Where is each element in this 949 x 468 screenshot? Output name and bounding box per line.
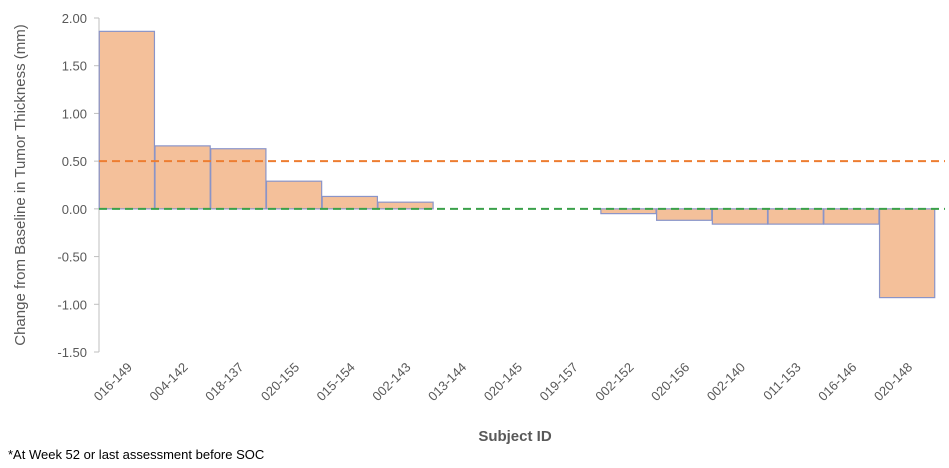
bars	[98, 30, 936, 299]
x-tick-label: 016-146	[815, 360, 859, 404]
x-tick-label: 020-145	[481, 360, 525, 404]
bar-020-156	[656, 208, 713, 221]
x-axis-title: Subject ID	[478, 428, 552, 445]
x-tick-label: 020-155	[258, 360, 302, 404]
y-tick-label: 2.00	[62, 11, 87, 26]
bar-020-148	[878, 208, 936, 299]
x-tick-label: 020-148	[871, 360, 915, 404]
y-tick-label: 1.00	[62, 106, 87, 121]
x-tick-label: 002-140	[704, 360, 748, 404]
x-tick-label: 002-143	[369, 360, 413, 404]
bar-002-140	[711, 208, 769, 225]
footnote: *At Week 52 or last assessment before SO…	[8, 447, 265, 462]
bar-018-137	[210, 148, 267, 210]
bar-002-143	[377, 201, 434, 210]
x-tick-label: 018-137	[202, 360, 246, 404]
y-axis-title: Change from Baseline in Tumor Thickness …	[12, 24, 29, 346]
x-tick-label: 002-152	[592, 360, 636, 404]
reference-lines	[99, 160, 945, 210]
y-tick-label: -1.00	[57, 297, 87, 312]
x-tick-label: 013-144	[425, 360, 469, 404]
x-tick-label: 015-154	[314, 360, 358, 404]
x-tick-label: 020-156	[648, 360, 692, 404]
bar-020-155	[265, 180, 323, 210]
y-tick-label: -0.50	[57, 250, 87, 265]
x-tick-label: 004-142	[146, 360, 190, 404]
y-tick-label: 0.00	[62, 202, 87, 217]
bar-004-142	[154, 145, 211, 210]
x-axis-tick-labels: 016-149 004-142 018-137 020-155 015-154 002-1…	[91, 360, 916, 404]
x-tick-label: 011-153	[760, 360, 804, 404]
bar-016-149	[98, 30, 156, 210]
y-tick-label: 0.50	[62, 154, 87, 169]
bar-016-146	[823, 208, 880, 225]
x-tick-label: 019-157	[537, 360, 581, 404]
x-tick-label: 016-149	[91, 360, 135, 404]
y-tick-label: -1.50	[57, 345, 87, 360]
y-tick-label: 1.50	[62, 59, 87, 74]
bar-011-153	[767, 208, 824, 225]
y-axis: 2.00 1.50 1.00 0.50 0.00 -0.50 -1.00 -1.50	[57, 11, 100, 360]
bar-015-154	[321, 195, 378, 210]
